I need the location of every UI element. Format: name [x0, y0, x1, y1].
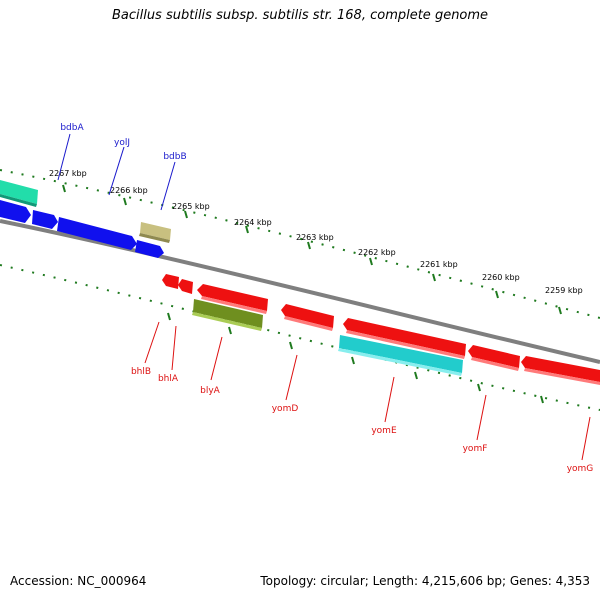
- feature-blue[interactable]: [32, 210, 58, 229]
- feature-red[interactable]: [178, 279, 193, 294]
- feature-red[interactable]: [343, 318, 466, 356]
- top-ruler: [0, 169, 600, 319]
- feature-red[interactable]: [162, 274, 179, 289]
- genome-backbone: [0, 219, 600, 364]
- gene-label-yomf[interactable]: yomF: [463, 444, 488, 454]
- gene-label-yomg[interactable]: yomG: [567, 464, 594, 474]
- kbp-label: 2264 kbp: [234, 218, 272, 227]
- gene-label-bhlb[interactable]: bhlB: [131, 367, 151, 377]
- feature-cyan[interactable]: [339, 335, 463, 373]
- kbp-label: 2266 kbp: [110, 186, 148, 195]
- kbp-label: 2260 kbp: [482, 273, 520, 282]
- gene-label-bhla[interactable]: bhlA: [158, 374, 179, 384]
- map-title: Bacillus subtilis subsp. subtilis str. 1…: [111, 8, 489, 23]
- accession-text: Accession: NC_000964: [10, 574, 147, 588]
- kbp-label: 2262 kbp: [358, 248, 396, 257]
- kbp-label: 2259 kbp: [545, 286, 583, 295]
- kbp-label: 2267 kbp: [49, 169, 87, 178]
- bottom-ruler: [0, 264, 600, 411]
- feature-khaki[interactable]: [140, 222, 171, 240]
- gene-label-yomd[interactable]: yomD: [272, 404, 299, 414]
- forward-features: [0, 180, 171, 258]
- forward-leaders: [57, 133, 176, 211]
- kbp-label: 2261 kbp: [420, 260, 458, 269]
- feature-blue[interactable]: [0, 200, 31, 223]
- kbp-label: 2265 kbp: [172, 202, 210, 211]
- reverse-features: [162, 274, 600, 385]
- feature-blue[interactable]: [135, 240, 164, 258]
- gene-label-bdbb[interactable]: bdbB: [163, 152, 186, 162]
- feature-blue[interactable]: [57, 217, 137, 250]
- feature-teal[interactable]: [0, 180, 38, 204]
- reverse-leaders: [144, 321, 591, 461]
- feature-red[interactable]: [468, 345, 520, 368]
- gene-label-yolj[interactable]: yolJ: [114, 138, 130, 148]
- kbp-label: 2263 kbp: [296, 233, 334, 242]
- feature-red[interactable]: [281, 304, 334, 328]
- genome-summary-text: Topology: circular; Length: 4,215,606 bp…: [260, 574, 590, 588]
- gene-label-blya[interactable]: blyA: [200, 386, 221, 396]
- feature-red[interactable]: [521, 356, 600, 382]
- feature-olive[interactable]: [193, 299, 263, 328]
- gene-label-yome[interactable]: yomE: [371, 426, 397, 436]
- feature-red[interactable]: [197, 284, 268, 311]
- gene-label-bdba[interactable]: bdbA: [60, 123, 84, 133]
